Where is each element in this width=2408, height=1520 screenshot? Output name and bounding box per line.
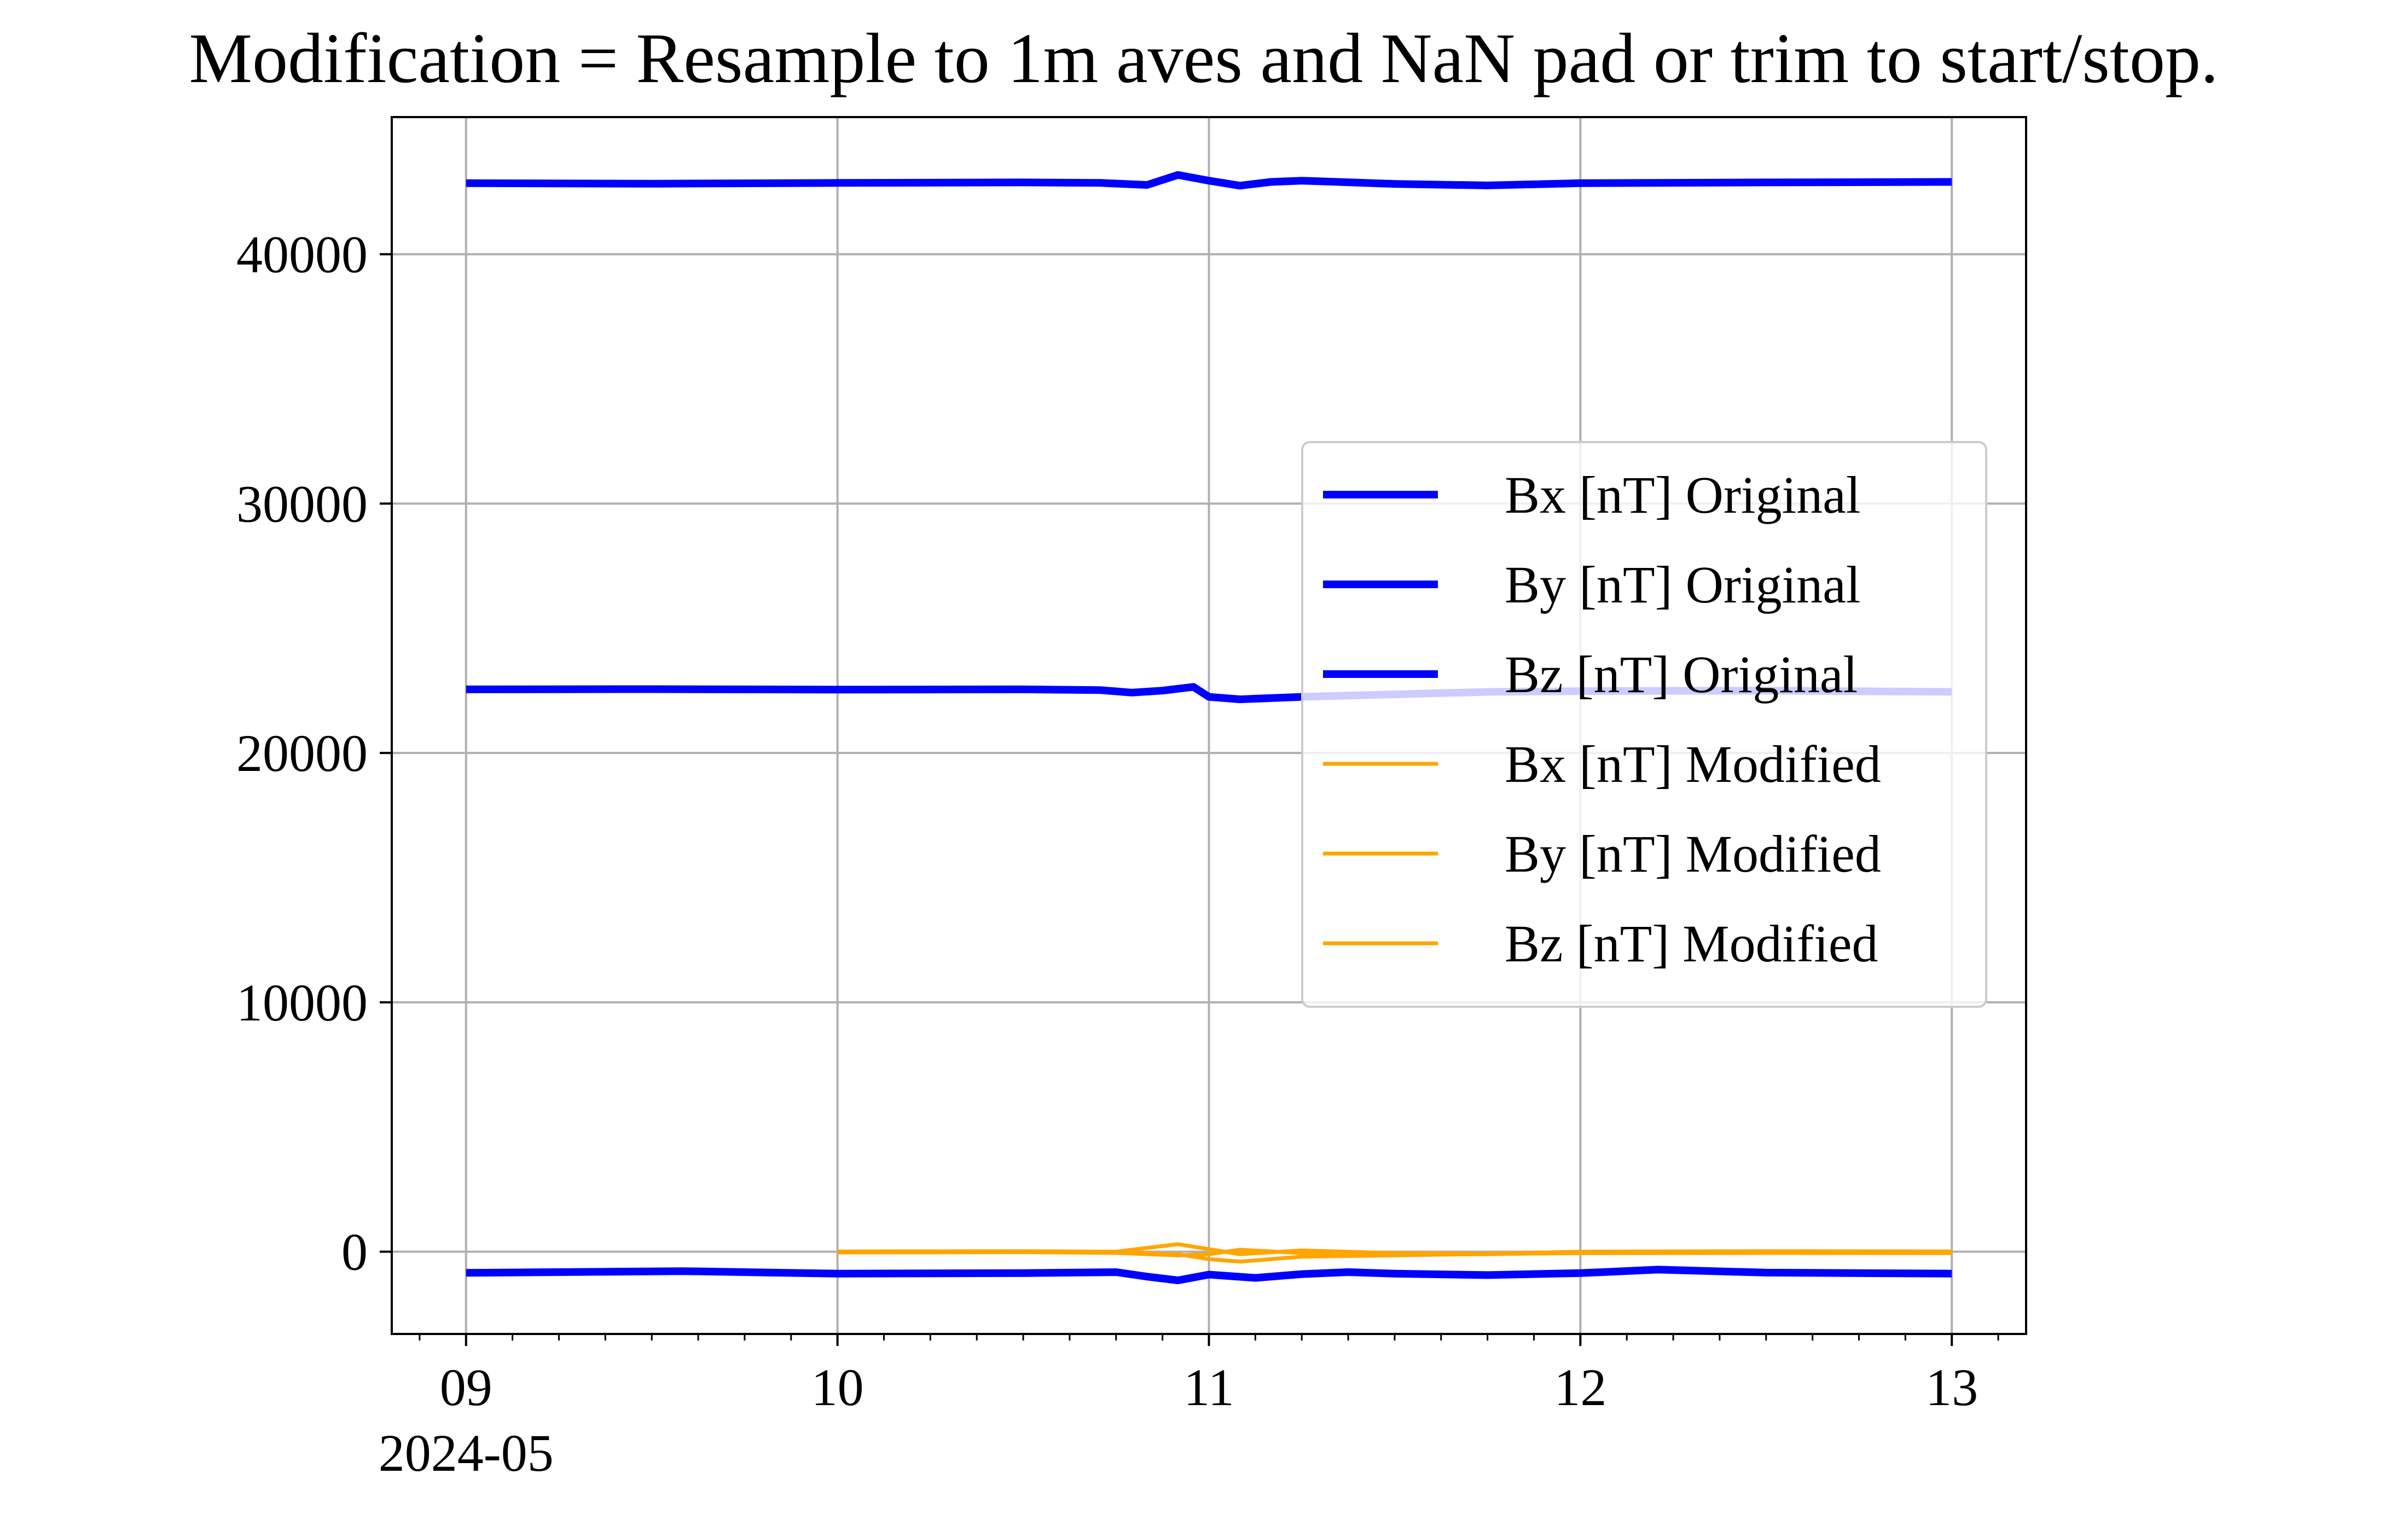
y-tick-label: 30000 <box>236 474 368 533</box>
legend: Bx [nT] Original By [nT] Original Bz [nT] … <box>1301 441 1987 1008</box>
x-tick-label: 09 <box>440 1358 492 1417</box>
x-tick-label: 11 <box>1183 1358 1234 1417</box>
axes: 0 10000 20000 30000 40000 09 2024-05 10 11 12 13 <box>236 225 1999 1482</box>
y-tick-label: 20000 <box>236 724 368 782</box>
chart-title: Modification = Resample to 1m aves and N… <box>189 19 2219 98</box>
legend-label: Bx [nT] Modified <box>1505 735 1881 793</box>
series-line-0 <box>466 171 1952 190</box>
legend-box <box>1301 441 1987 1008</box>
legend-label: Bz [nT] Modified <box>1505 914 1878 973</box>
legend-label: By [nT] Modified <box>1505 825 1881 883</box>
legend-label: Bz [nT] Original <box>1505 645 1858 704</box>
x-tick-sublabel: 2024-05 <box>379 1424 554 1482</box>
legend-label: By [nT] Original <box>1505 555 1861 614</box>
y-tick-label: 40000 <box>236 225 368 284</box>
x-tick-label: 10 <box>811 1358 864 1417</box>
x-tick-label: 13 <box>1925 1358 1978 1417</box>
y-tick-label: 10000 <box>236 973 368 1032</box>
series-line-5 <box>837 1248 1952 1257</box>
series-line-2 <box>466 1266 1952 1284</box>
legend-label: Bx [nT] Original <box>1505 466 1861 524</box>
x-tick-label: 12 <box>1554 1358 1606 1417</box>
y-tick-label: 0 <box>341 1223 368 1281</box>
